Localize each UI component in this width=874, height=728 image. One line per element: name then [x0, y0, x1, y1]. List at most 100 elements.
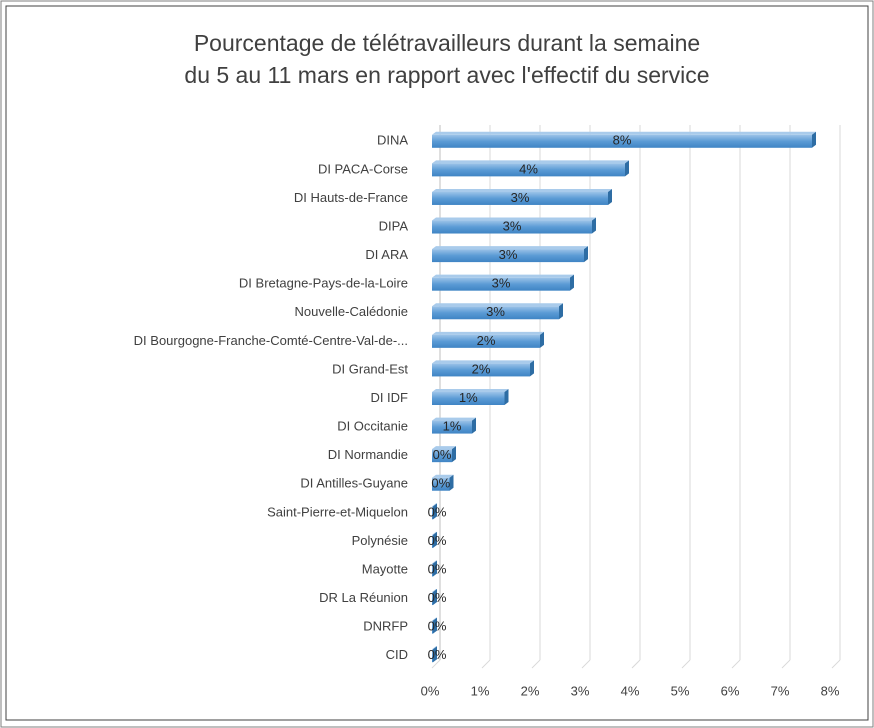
bar-front: [432, 163, 625, 177]
bar-side: [472, 417, 476, 434]
bar-top: [432, 303, 563, 307]
grid-line-floor: [681, 659, 691, 669]
y-tick-label: Nouvelle-Calédonie: [295, 304, 408, 319]
bar: [432, 131, 816, 148]
y-tick-label: DI PACA-Corse: [318, 161, 408, 176]
bar-top: [432, 646, 437, 650]
grid-line-floor: [831, 659, 841, 669]
bar-side: [584, 246, 588, 263]
bar-side: [433, 617, 437, 634]
bar: [432, 331, 544, 348]
bar-front: [432, 220, 592, 234]
bar-front: [432, 620, 433, 634]
bar-side: [530, 360, 534, 377]
bar-front: [432, 363, 530, 377]
bar-side: [540, 331, 544, 348]
bar-front: [432, 477, 450, 491]
data-label: 0%: [428, 504, 447, 519]
bar: [432, 503, 437, 520]
inner-frame: [5, 5, 869, 721]
bar: [432, 246, 588, 263]
grid-line-floor: [431, 659, 441, 669]
bar-top: [432, 360, 534, 364]
grid-line-floor: [531, 659, 541, 669]
bar: [432, 217, 596, 234]
bar-front: [432, 134, 812, 148]
y-tick-label: DIPA: [379, 218, 409, 233]
data-label: 3%: [492, 276, 511, 291]
bar-side: [812, 131, 816, 148]
y-tick-label: DINA: [377, 133, 408, 148]
bar-top: [432, 417, 476, 421]
bar-top: [432, 217, 596, 221]
bar: [432, 389, 509, 405]
y-tick-label: Saint-Pierre-et-Miquelon: [267, 504, 408, 519]
x-tick-label: 1%: [471, 683, 490, 698]
y-tick-label: DNRFP: [363, 619, 408, 634]
bar-top: [432, 589, 437, 593]
bar-top: [432, 474, 454, 478]
bar-side: [433, 531, 437, 548]
data-label: 8%: [613, 133, 632, 148]
y-tick-label: DI Bourgogne-Franche-Comté-Centre-Val-de…: [134, 333, 408, 348]
x-tick-label: 5%: [671, 683, 690, 698]
bar-side: [570, 274, 574, 291]
data-label: 2%: [472, 361, 491, 376]
bar: [432, 531, 437, 548]
bar-side: [625, 160, 629, 177]
bar-side: [559, 303, 563, 320]
y-tick-label: DI Bretagne-Pays-de-la-Loire: [239, 276, 408, 291]
x-tick-label: 2%: [521, 683, 540, 698]
bar-front: [432, 306, 559, 320]
bar-top: [432, 503, 437, 507]
bar-front: [432, 563, 433, 577]
grid-line-floor: [631, 659, 641, 669]
bar-front: [432, 191, 608, 205]
data-label: 3%: [511, 190, 530, 205]
bar-top: [432, 188, 612, 192]
bar-top: [432, 331, 544, 335]
bar: [432, 646, 437, 663]
data-label: 0%: [433, 447, 452, 462]
bar: [432, 303, 563, 320]
bar-side: [433, 560, 437, 577]
bar-side: [608, 188, 612, 205]
x-tick-label: 0%: [421, 683, 440, 698]
bar-front: [432, 249, 584, 263]
data-label: 1%: [443, 419, 462, 434]
bar-front: [432, 592, 433, 606]
y-tick-label: DI Antilles-Guyane: [300, 476, 408, 491]
bar-top: [432, 131, 816, 135]
bar-front: [432, 506, 433, 520]
x-tick-label: 3%: [571, 683, 590, 698]
bar-front: [432, 449, 452, 463]
bar: [432, 560, 437, 577]
data-label: 0%: [428, 647, 447, 662]
y-tick-label: DI Hauts-de-France: [294, 190, 408, 205]
grid-line-floor: [481, 659, 491, 669]
bar-top: [432, 446, 456, 450]
y-tick-label: DR La Réunion: [319, 590, 408, 605]
bar-side: [504, 389, 509, 405]
data-label: 0%: [428, 590, 447, 605]
bar: [432, 188, 612, 205]
bar-front: [432, 420, 472, 434]
y-tick-label: Mayotte: [362, 561, 408, 576]
y-tick-label: DI ARA: [365, 247, 408, 262]
grid-line-floor: [581, 659, 591, 669]
bar-front: [432, 392, 505, 405]
x-tick-label: 4%: [621, 683, 640, 698]
bar: [432, 360, 534, 377]
bar: [432, 417, 476, 434]
bar-side: [433, 646, 437, 663]
bar-top: [432, 617, 437, 621]
bar-top: [432, 531, 437, 535]
bar-side: [449, 474, 454, 491]
bar: [432, 589, 437, 606]
bar-side: [592, 217, 596, 234]
y-tick-label: DI IDF: [370, 390, 408, 405]
bar: [432, 160, 629, 177]
bar-top: [432, 160, 629, 164]
